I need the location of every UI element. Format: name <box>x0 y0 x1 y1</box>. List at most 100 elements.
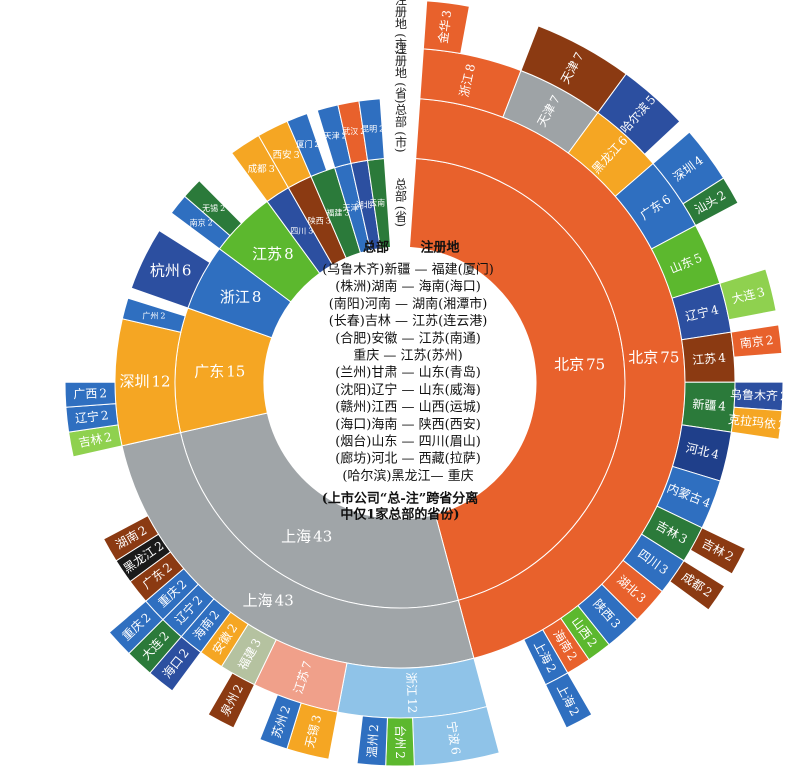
segment-value: 2 <box>777 417 786 432</box>
segment-value: 3 <box>755 284 766 299</box>
segment-name: 台州 <box>394 725 409 749</box>
segment-value: 4 <box>709 302 720 317</box>
center-row: (兰州)甘肃 — 山东(青岛) <box>335 365 481 381</box>
center-header: 注册地 <box>420 240 459 256</box>
segment-label: 南京2 <box>739 331 774 350</box>
segment-label: 辽宁4 <box>684 301 721 323</box>
ring-label: 注册地 (省) <box>394 41 408 104</box>
segment-name: 上海 <box>243 591 273 609</box>
segment-label: 金华3 <box>435 9 454 44</box>
segment-label: 浙江8 <box>457 62 478 98</box>
segment-value: 2 <box>314 140 319 149</box>
segment-label: 昆明 2 <box>361 124 384 133</box>
segment-value: 75 <box>660 349 679 367</box>
segment-name: 宁波 <box>445 720 463 746</box>
segment-name: 南京 <box>190 217 206 227</box>
segment-value: 4 <box>710 446 721 461</box>
ring-label: 注册地 (市) <box>394 0 408 55</box>
ring-label: 总部 (市) <box>394 103 408 153</box>
segment-label: 北京 75 <box>628 349 679 367</box>
segment-name: 乌鲁木齐 <box>730 386 779 403</box>
segment <box>121 297 186 333</box>
segment-name: 北京 <box>554 356 584 374</box>
segment-name: 湖北 <box>356 200 372 209</box>
segment-value: 3 <box>308 713 323 724</box>
segment-label: 河北4 <box>685 440 721 461</box>
segment-name: 辽宁 <box>74 408 100 426</box>
segment-name: 四川 <box>290 227 306 236</box>
center-row: (海口)海南 — 陕西(西安) <box>335 416 481 432</box>
segment-value: 43 <box>313 528 332 546</box>
segment-label: 西安 3 <box>272 148 299 160</box>
center-row: (赣州)江西 — 山西(运城) <box>335 400 481 415</box>
segment-name: 江苏 <box>252 245 282 263</box>
segment-value: 3 <box>308 227 313 236</box>
segment-name: 天津 <box>324 130 340 140</box>
segment-value: 8 <box>462 62 477 73</box>
segment-label: 广东 15 <box>194 362 245 380</box>
segment-name: 厦门 <box>296 139 312 149</box>
center-row: (合肥)安徽 — 江苏(南通) <box>335 330 481 346</box>
segment-name: 江苏 <box>692 351 717 367</box>
segment-value: 4 <box>718 350 727 365</box>
center-note: (上市公司“总-注”跨省分离 <box>322 491 479 507</box>
segment-value: 3 <box>344 208 349 217</box>
segment <box>356 715 388 767</box>
segment-name: 金华 <box>435 19 453 45</box>
segment-value: 2 <box>780 389 788 403</box>
center-row: (烟台)山东 — 四川(眉山) <box>335 435 481 450</box>
segment-value: 43 <box>275 591 294 609</box>
segment-value: 2 <box>160 311 165 320</box>
segment-label: 宁波6 <box>445 720 465 756</box>
segment-name: 浙江 <box>220 288 250 306</box>
segment-name: 辽宁 <box>684 303 711 323</box>
segment-name: 浙江 <box>404 672 419 697</box>
segment <box>286 112 328 178</box>
segment-value: 4 <box>718 399 727 414</box>
center-row: (乌鲁木齐)新疆 — 福建(厦门) <box>322 262 494 278</box>
center-row: (哈尔滨)黑龙江— 重庆 <box>342 468 473 484</box>
segment-label: 广西 2 <box>73 386 107 401</box>
center-row: (南阳)河南 — 湖南(湘潭市) <box>329 296 488 312</box>
segment-name: 广西 <box>73 386 97 401</box>
segment <box>64 381 117 408</box>
segment-label: 武汉 2 <box>342 126 365 136</box>
segment-value: 3 <box>269 164 275 175</box>
segment-name: 南京 <box>739 333 765 351</box>
segment-value: 2 <box>342 131 347 140</box>
segment-name: 广东 <box>194 362 224 380</box>
segment-name: 广州 <box>142 310 158 320</box>
segment <box>207 672 256 729</box>
segment-label: 温州2 <box>364 724 380 759</box>
segment-value: 2 <box>387 199 392 208</box>
segment-name: 陕西 <box>308 216 324 226</box>
segment-label: 上海 43 <box>281 528 332 546</box>
segment-value: 6 <box>182 262 192 280</box>
segment-label: 厦门 2 <box>296 139 319 149</box>
segment-label: 深圳 12 <box>119 372 170 390</box>
segment <box>358 98 385 161</box>
segment-label: 江苏 8 <box>252 245 294 263</box>
segment-label: 云南 2 <box>369 198 392 208</box>
segment-name: 杭州 <box>150 262 180 280</box>
segment-value: 15 <box>226 362 245 380</box>
segment-label: 乌鲁木齐 2 <box>730 386 788 403</box>
segment-value: 2 <box>379 124 384 133</box>
segment-label: 上海 43 <box>243 591 294 609</box>
segment-label: 无锡 2 <box>202 204 225 213</box>
segment <box>719 268 777 321</box>
segment-name: 成都 <box>248 163 268 175</box>
segment <box>183 179 243 237</box>
center-header: 总部 <box>363 240 389 256</box>
segment-name: 无锡 <box>202 204 218 213</box>
segment-value: 2 <box>220 204 225 213</box>
segment-name: 西安 <box>272 148 291 160</box>
segment-value: 2 <box>103 429 113 444</box>
segment <box>102 515 160 562</box>
center-note: 中仅1家总部的省份) <box>340 507 459 523</box>
segment-label: 杭州 6 <box>150 262 192 280</box>
